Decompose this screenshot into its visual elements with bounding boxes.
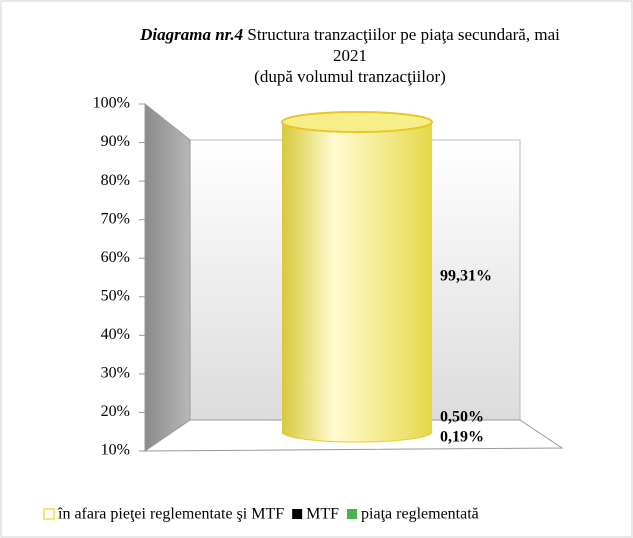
legend-swatch — [292, 509, 303, 519]
y-tick-label: 90% — [101, 133, 130, 150]
legend-label: piaţa reglementată — [361, 506, 479, 523]
data-label: 0,50% — [440, 409, 484, 426]
legend-label: MTF — [306, 506, 339, 523]
legend-swatch — [347, 509, 358, 519]
chart-title: Diagrama nr.4 Structura tranzacţiilor pe… — [140, 24, 560, 87]
y-tick-label: 30% — [101, 365, 130, 382]
subtitle: (după volumul tranzacţiilor) — [254, 67, 446, 86]
side-wall — [144, 102, 191, 452]
legend-label: în afara pieţei reglementate şi MTF — [57, 506, 284, 523]
segment-body — [282, 122, 432, 432]
y-tick-label: 20% — [101, 403, 130, 420]
y-tick-label: 100% — [93, 95, 130, 112]
cylinder-segment — [281, 111, 433, 443]
y-tick-label: 60% — [101, 249, 130, 266]
title-text: Structura tranzacţiilor pe piaţa secunda… — [247, 25, 560, 65]
title-label: Diagrama nr.4 — [140, 25, 244, 44]
segment-top — [281, 111, 433, 133]
y-tick-label: 80% — [101, 172, 130, 189]
legend-swatch — [43, 508, 55, 520]
y-tick-label: 10% — [101, 442, 130, 459]
data-label: 99,31% — [440, 268, 492, 285]
y-tick-label: 50% — [101, 287, 130, 304]
y-tick-label: 40% — [101, 326, 130, 343]
data-label: 0,19% — [440, 429, 484, 446]
y-tick-label: 70% — [101, 210, 130, 227]
